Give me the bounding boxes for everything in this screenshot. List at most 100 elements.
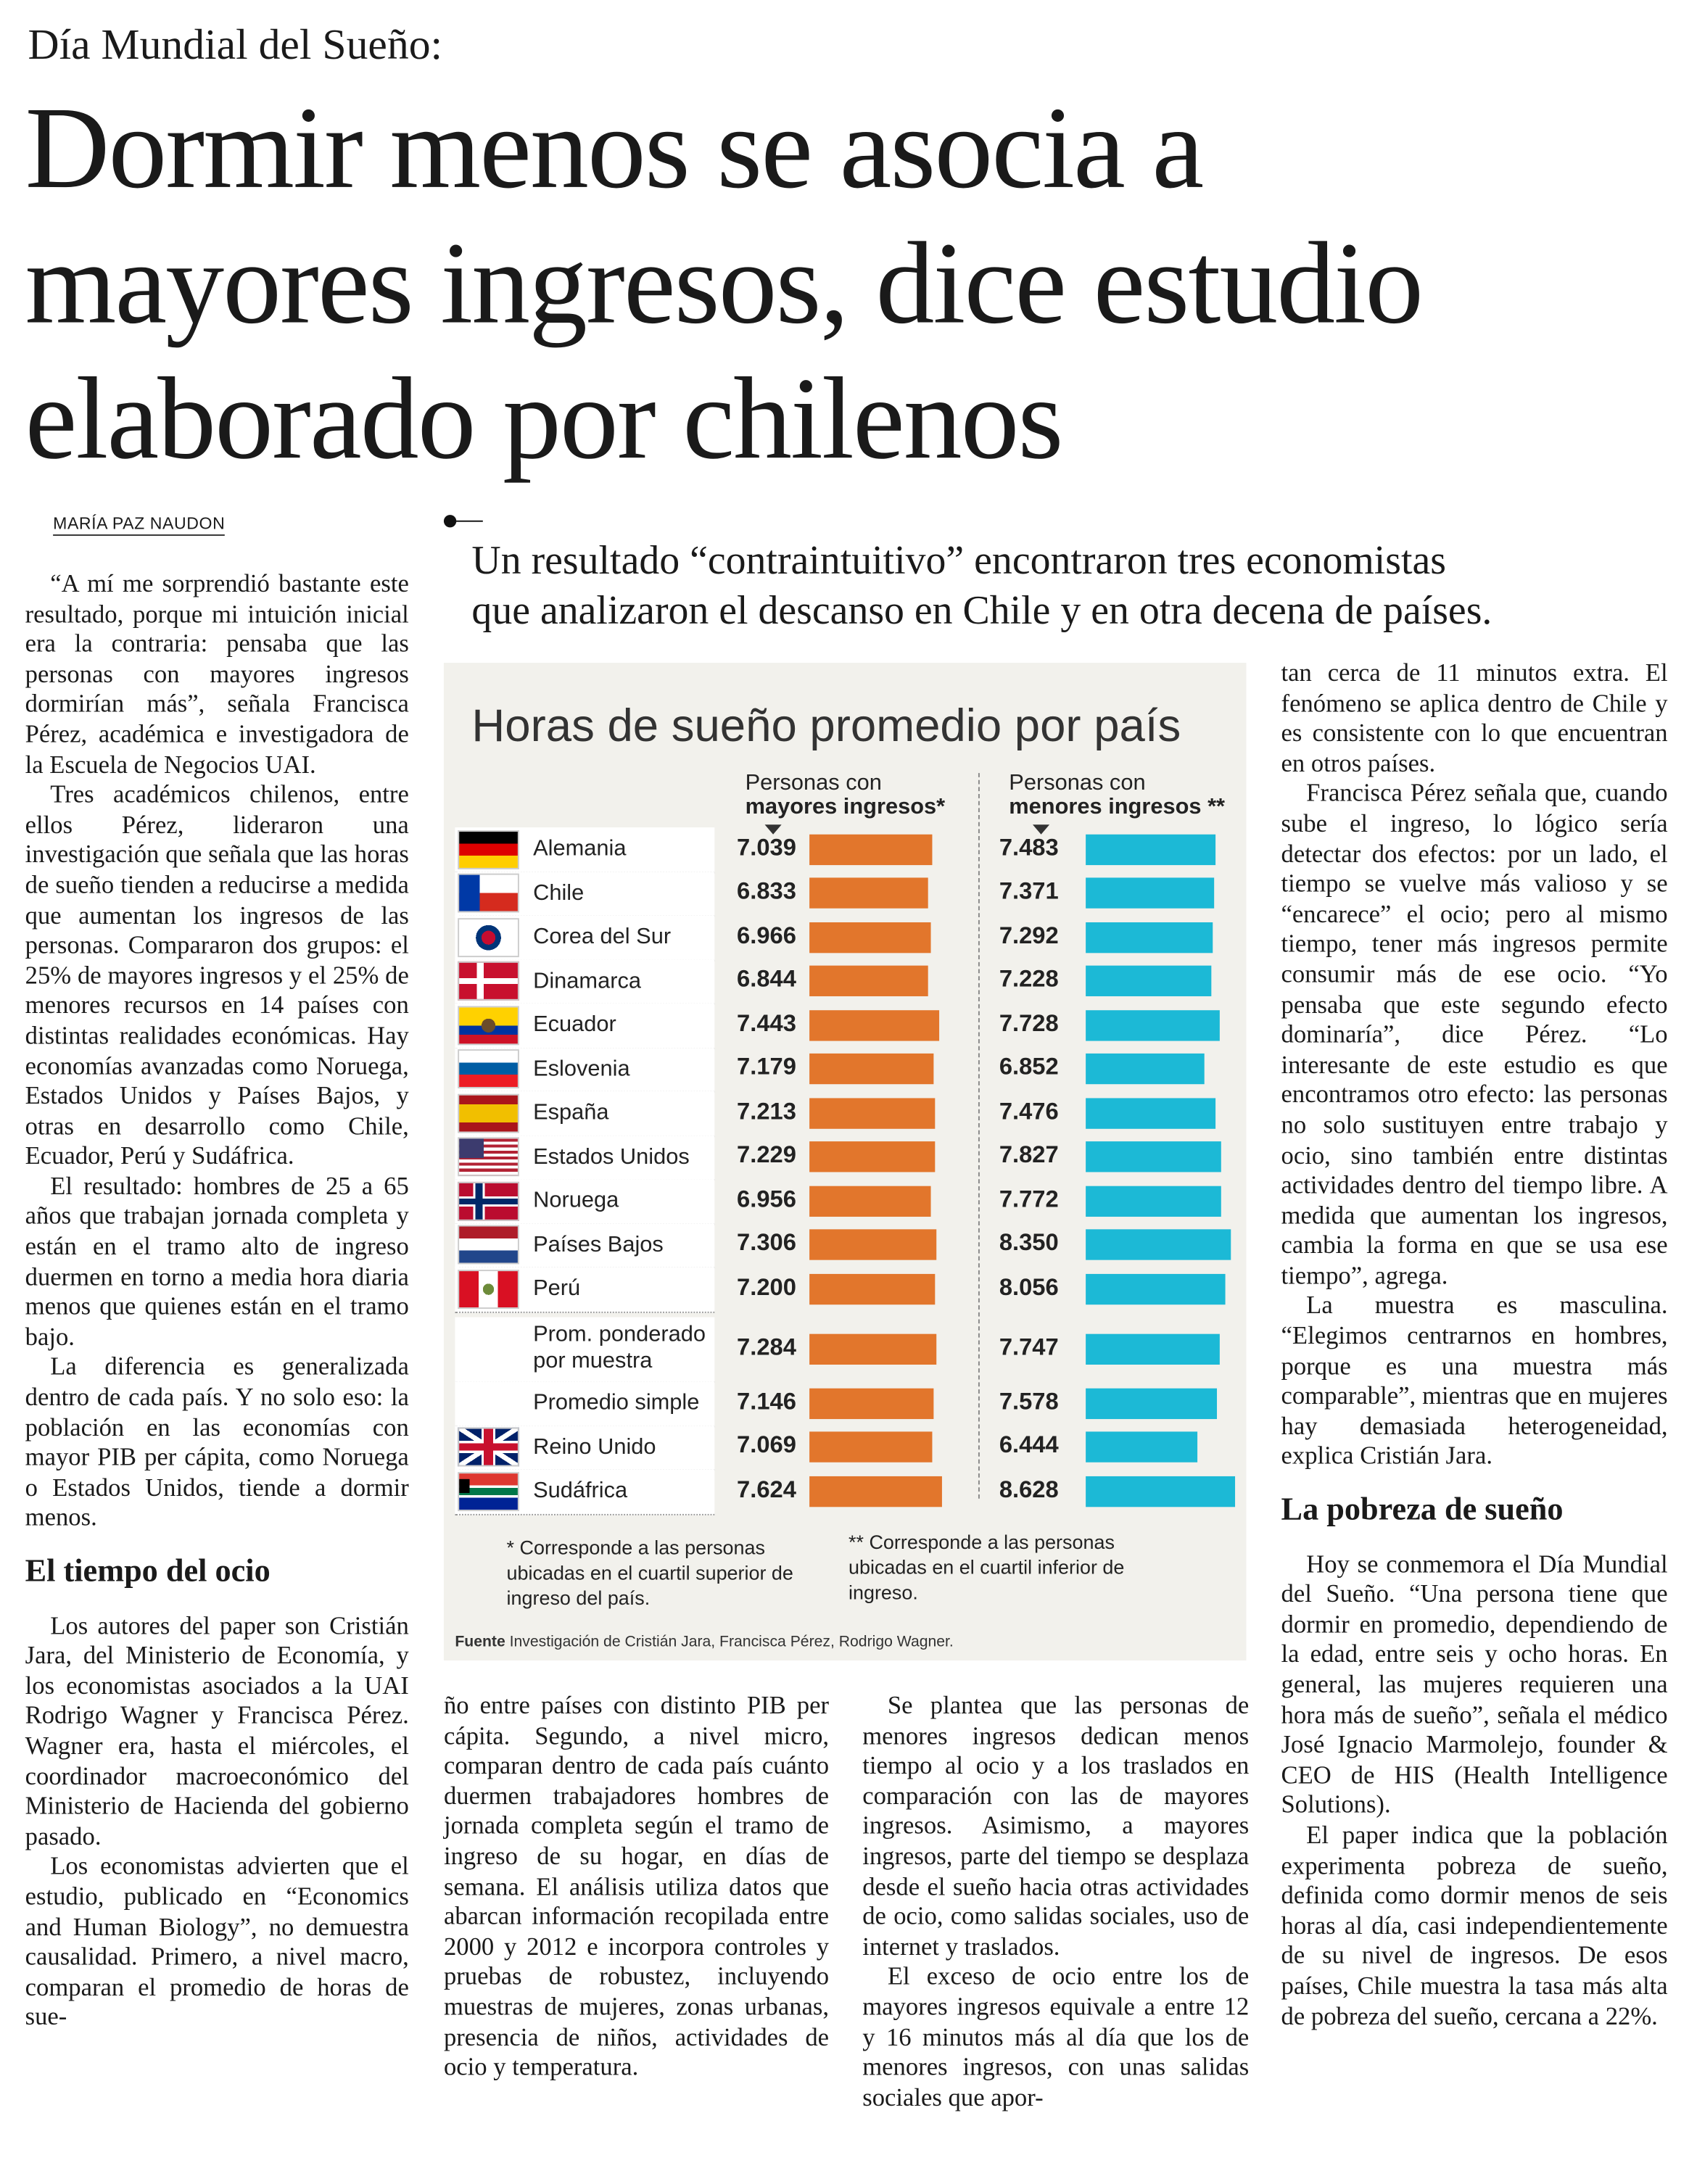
paragraph: El exceso de ocio entre los de mayores i… <box>862 1962 1250 2111</box>
value-label: 7.624 <box>737 1476 796 1503</box>
flag <box>458 1137 519 1177</box>
row: Noruega <box>455 1179 715 1225</box>
bar <box>809 1476 942 1507</box>
value-label: 7.284 <box>737 1333 796 1360</box>
bar <box>809 877 928 909</box>
bar <box>1086 1476 1236 1507</box>
category-label: Ecuador <box>533 1013 616 1037</box>
value-label: 8.056 <box>999 1273 1059 1301</box>
value-label: 7.578 <box>999 1388 1059 1415</box>
bar <box>809 1186 930 1217</box>
bar <box>1086 1009 1221 1041</box>
bar <box>1086 1229 1231 1261</box>
value-label: 7.229 <box>737 1141 796 1169</box>
value-label: 7.747 <box>999 1333 1059 1360</box>
category-label: Promedio simple <box>533 1391 700 1415</box>
headline-line: Dormir menos se asocia a <box>25 83 1205 214</box>
category-label: Prom. ponderado por muestra <box>533 1322 706 1373</box>
value-label: 7.200 <box>737 1273 796 1301</box>
value-label: 7.213 <box>737 1097 796 1125</box>
row: Dinamarca <box>455 959 715 1005</box>
flag <box>458 1181 519 1221</box>
source-label: Fuente <box>455 1634 505 1651</box>
bar <box>1086 922 1213 953</box>
flag <box>458 917 519 957</box>
category-label: Países Bajos <box>533 1233 664 1257</box>
bar <box>1086 1054 1205 1085</box>
bar <box>809 1054 935 1085</box>
value-label: 7.306 <box>737 1229 796 1257</box>
flag <box>458 1471 519 1511</box>
flag <box>458 1428 519 1467</box>
paragraph: Los autores del paper son Cristián Jara,… <box>25 1610 409 1850</box>
row: Alemania <box>455 827 715 873</box>
row: Chile <box>455 871 715 917</box>
subhead: La pobreza de sueño <box>1281 1492 1564 1527</box>
paragraph: Hoy se conmemora el Día Mundial del Sueñ… <box>1281 1550 1668 1819</box>
flag <box>458 1269 519 1309</box>
series-header-line: Personas con <box>745 772 882 795</box>
source-text: Investigación de Cristián Jara, Francisc… <box>509 1634 954 1651</box>
bar <box>809 1009 939 1041</box>
value-label: 7.371 <box>999 877 1059 905</box>
subhead: El tiempo del ocio <box>25 1552 271 1588</box>
value-label: 7.146 <box>737 1388 796 1415</box>
category-label: Eslovenia <box>533 1056 630 1081</box>
row: Prom. ponderado por muestra <box>455 1316 715 1383</box>
column: ño entre países con distinto PIB per cáp… <box>444 1691 829 2082</box>
row: Corea del Sur <box>455 915 715 961</box>
value-label: 7.039 <box>737 834 796 861</box>
value-label: 7.443 <box>737 1009 796 1037</box>
bar <box>1086 966 1212 997</box>
source: Fuente Investigación de Cristián Jara, F… <box>455 1634 953 1650</box>
paragraph: Tres académicos chilenos, entre ellos Pé… <box>25 780 409 1170</box>
value-label: 7.228 <box>999 966 1059 993</box>
bar <box>1086 877 1214 909</box>
series-header: Personas con menores ingresos ** <box>1009 772 1225 819</box>
series-header-line: mayores ingresos* <box>745 795 946 819</box>
column: “A mí me sorprendió bastante este result… <box>25 569 409 2032</box>
bar <box>809 1141 936 1172</box>
value-label: 7.728 <box>999 1009 1059 1037</box>
kicker: Día Mundial del Sueño: <box>28 19 443 69</box>
footnote: * Corresponde a las personas ubicadas en… <box>506 1536 793 1609</box>
column: tan cerca de 11 minutos extra. El fenóme… <box>1281 658 1668 2032</box>
bar <box>1086 1141 1222 1172</box>
series-header-line: Personas con <box>1009 772 1146 795</box>
bar <box>809 1229 937 1261</box>
bar <box>1086 1273 1226 1304</box>
value-label: 6.444 <box>999 1431 1059 1459</box>
category-label: Noruega <box>533 1188 619 1213</box>
byline: MARÍA PAZ NAUDON <box>53 513 226 536</box>
row: Países Bajos <box>455 1223 715 1269</box>
category-label: Reino Unido <box>533 1435 656 1459</box>
category-label: Perú <box>533 1276 581 1301</box>
value-label: 6.966 <box>737 922 796 949</box>
value-label: 8.350 <box>999 1229 1059 1257</box>
standfirst-line: que analizaron el descanso en Chile y en… <box>471 589 1492 634</box>
bar <box>1086 1431 1198 1463</box>
value-label: 8.628 <box>999 1476 1059 1503</box>
bar <box>809 922 930 953</box>
value-label: 6.833 <box>737 877 796 905</box>
paragraph: ño entre países con distinto PIB per cáp… <box>443 1691 830 2081</box>
standfirst: Un resultado “contraintuitivo” encontrar… <box>471 536 1492 637</box>
flag <box>458 874 519 913</box>
bar <box>1086 1097 1216 1129</box>
bar <box>809 834 932 865</box>
bar <box>1086 1333 1221 1365</box>
paragraph: “A mí me sorprendió bastante este result… <box>25 569 409 778</box>
chart: Horas de sueño promedio por país Persona… <box>443 663 1247 1660</box>
headline: Dormir menos se asocia a mayores ingreso… <box>25 81 1424 487</box>
flag <box>458 1093 519 1133</box>
row: Promedio simple <box>455 1381 715 1427</box>
value-label: 7.772 <box>999 1186 1059 1212</box>
flag <box>458 961 519 1001</box>
flag <box>458 830 519 869</box>
standfirst-line: Un resultado “contraintuitivo” encontrar… <box>471 538 1447 584</box>
headline-line: mayores ingresos, dice estudio <box>25 219 1424 349</box>
bar <box>809 966 928 997</box>
value-label: 7.069 <box>737 1431 796 1459</box>
